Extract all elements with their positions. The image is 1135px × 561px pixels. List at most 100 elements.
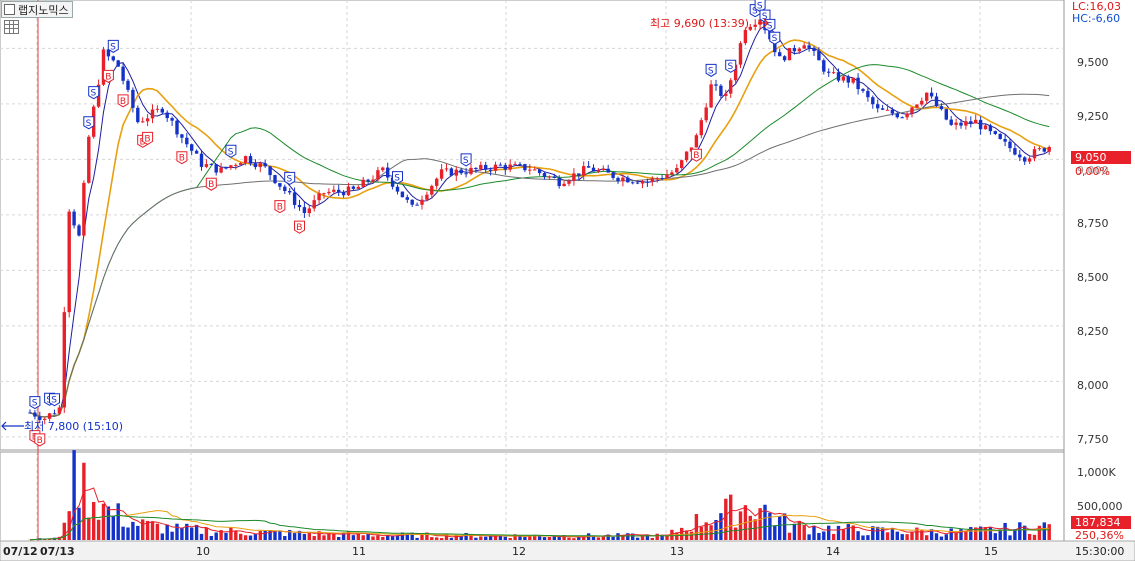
- buy-signal-letter: B: [208, 180, 214, 190]
- candle-body: [513, 163, 517, 165]
- candle-body: [356, 186, 360, 189]
- sell-signal-letter: S: [728, 62, 734, 72]
- volume-bar: [410, 532, 414, 540]
- price-tick: 8,000: [1077, 379, 1109, 392]
- volume-bar: [851, 525, 855, 540]
- current-volume-badge: [1071, 516, 1131, 529]
- volume-bar: [204, 527, 209, 540]
- volume-bar: [562, 535, 566, 540]
- candle-body: [807, 45, 811, 48]
- sell-signal-letter: S: [708, 66, 714, 76]
- volume-bar: [738, 511, 743, 540]
- candle-body: [33, 412, 37, 417]
- buy-signal-letter: B: [179, 154, 185, 164]
- candle-body: [978, 119, 983, 130]
- volume-bar: [317, 531, 321, 540]
- candle-body: [488, 169, 493, 171]
- volume-bar: [925, 535, 929, 540]
- volume-bar: [640, 534, 645, 540]
- volume-bar: [454, 535, 458, 540]
- time-label: 12: [512, 545, 526, 558]
- volume-bar: [758, 508, 762, 540]
- candle-body: [351, 186, 356, 189]
- candle-body: [464, 173, 468, 175]
- table-view-icon[interactable]: [4, 20, 19, 34]
- price-tick: 9,000: [1077, 164, 1109, 177]
- candle-body: [993, 131, 997, 134]
- candle-body: [1003, 138, 1007, 142]
- candle-body: [934, 96, 939, 107]
- volume-bar: [386, 535, 390, 540]
- lc-hc-readout: LC:16,03 HC:-6,60: [1072, 1, 1121, 25]
- candle-body: [851, 77, 855, 83]
- candle-body: [449, 168, 454, 176]
- volume-bar: [390, 535, 395, 540]
- candle-body: [866, 90, 870, 98]
- sell-signal-icon: [705, 63, 717, 77]
- current-change-label: 0,00%: [1075, 165, 1110, 178]
- candle-body: [969, 121, 973, 124]
- candle-body: [557, 177, 561, 187]
- candle-body: [905, 113, 909, 118]
- buy-signal-icon: [176, 151, 188, 165]
- candle-body: [121, 66, 125, 81]
- volume-bar: [439, 538, 444, 540]
- volume-bar: [253, 534, 258, 540]
- volume-bar: [846, 524, 850, 540]
- volume-bar: [983, 527, 988, 540]
- volume-bar: [817, 533, 821, 540]
- volume-bar: [464, 532, 468, 540]
- volume-bar: [812, 525, 816, 540]
- volume-bar: [665, 534, 669, 540]
- price-tick: 7,750: [1077, 433, 1109, 446]
- volume-bar: [248, 535, 253, 540]
- volume-bar: [753, 519, 757, 540]
- volume-bar: [322, 535, 326, 540]
- candle-body: [126, 80, 130, 90]
- price-tick: 9,500: [1077, 56, 1109, 69]
- candle-body: [57, 407, 62, 414]
- trade-signal-markers: BBBBBBBBBBBSSSSSSSSSSSSSSSSS: [29, 0, 781, 447]
- volume-bar: [371, 536, 375, 540]
- sell-signal-icon: [83, 116, 95, 130]
- volume-bar: [283, 536, 287, 540]
- candle-body: [498, 164, 503, 166]
- volume-bar: [160, 533, 164, 540]
- stock-name-tab[interactable]: 랩지노믹스: [1, 1, 73, 18]
- candle-body: [939, 106, 944, 110]
- volume-ma-long-line: [29, 514, 1050, 541]
- volume-bar: [518, 535, 522, 540]
- candle-body: [836, 72, 841, 81]
- candle-body: [459, 169, 463, 174]
- volume-tick: 500,000: [1077, 500, 1123, 513]
- candle-body: [601, 168, 605, 171]
- sell-signal-icon: [392, 171, 403, 185]
- candle-body: [846, 76, 850, 83]
- volume-bar: [67, 511, 71, 540]
- candle-body: [234, 164, 238, 166]
- volume-bar: [243, 535, 248, 540]
- candle-body: [258, 163, 262, 168]
- buy-signal-icon: [205, 177, 217, 191]
- buy-signal-icon: [102, 69, 114, 83]
- volume-bar: [165, 524, 169, 540]
- candle-body: [1032, 149, 1037, 159]
- candle-body: [998, 133, 1002, 139]
- candle-body: [778, 52, 782, 57]
- checkbox-icon[interactable]: [4, 4, 15, 15]
- candle-body: [341, 192, 346, 196]
- time-label: 15: [984, 545, 998, 558]
- volume-bar: [547, 537, 552, 540]
- candle-body: [268, 166, 272, 176]
- stock-name: 랩지노믹스: [18, 3, 69, 17]
- candle-body: [185, 137, 189, 145]
- volume-bar: [993, 533, 997, 540]
- candle-body: [974, 119, 978, 124]
- candle-body: [733, 64, 738, 81]
- sell-signal-letter: S: [762, 12, 768, 22]
- candle-body: [283, 186, 287, 192]
- candle-body: [856, 77, 860, 90]
- candle-body: [474, 167, 478, 170]
- volume-bar: [537, 535, 542, 540]
